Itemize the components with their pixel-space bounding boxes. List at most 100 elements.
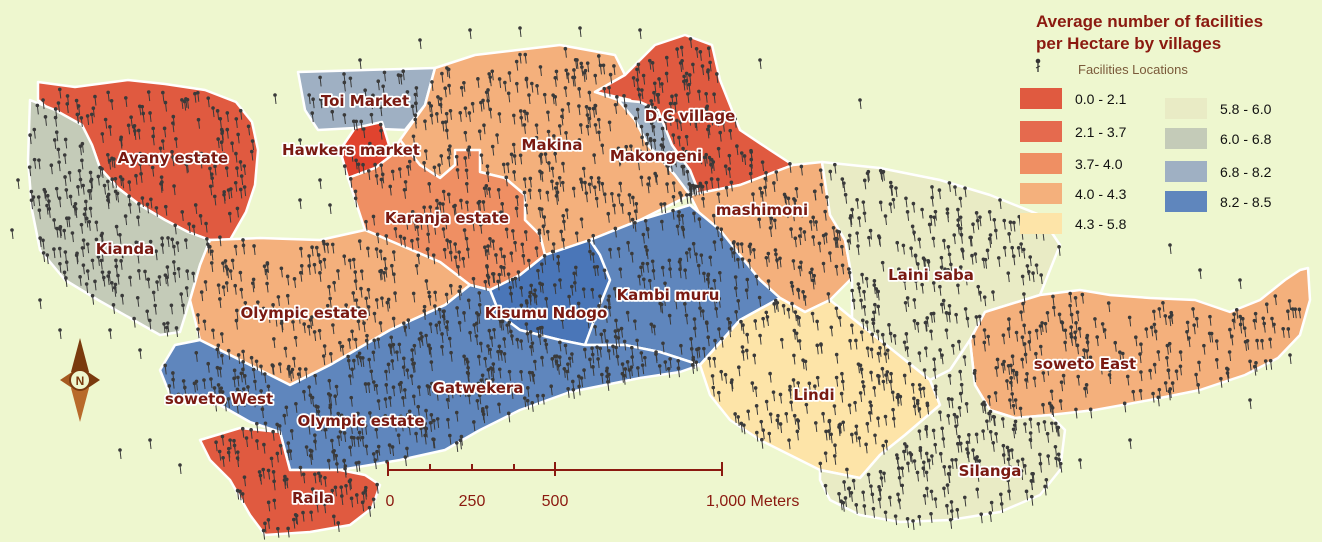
facility-point xyxy=(89,179,93,191)
facility-point xyxy=(461,256,466,268)
facility-point xyxy=(162,322,166,333)
facility-point xyxy=(139,172,143,183)
facility-point xyxy=(749,163,753,175)
facility-point xyxy=(528,294,532,306)
facility-point xyxy=(772,181,776,192)
facility-point xyxy=(518,109,523,121)
facility-point xyxy=(160,243,165,254)
facility-point xyxy=(410,238,414,250)
facility-point xyxy=(634,201,639,213)
facility-point xyxy=(249,149,254,161)
facility-point xyxy=(318,75,322,87)
facility-point xyxy=(63,250,68,262)
facility-point xyxy=(220,131,224,143)
facility-point xyxy=(763,185,767,197)
facility-point xyxy=(369,112,374,124)
facility-point xyxy=(640,135,644,147)
facility-point xyxy=(80,246,85,257)
facility-point xyxy=(713,114,718,126)
facility-point xyxy=(476,77,480,88)
facility-point xyxy=(812,189,817,201)
label-olympic-estate-north: Olympic estate xyxy=(240,304,367,322)
facility-point xyxy=(571,75,575,87)
facility-point xyxy=(550,166,555,178)
facility-point xyxy=(491,239,495,251)
facility-point xyxy=(243,300,248,312)
facility-point xyxy=(622,93,626,105)
facility-point xyxy=(587,90,592,102)
facility-point xyxy=(706,69,710,81)
facility-point xyxy=(482,123,486,135)
facility-point xyxy=(453,255,458,267)
facility-point xyxy=(664,71,669,83)
facility-point xyxy=(831,226,836,237)
facility-point xyxy=(123,96,128,107)
facility-point xyxy=(208,184,213,196)
facility-point xyxy=(110,177,115,189)
facility-point xyxy=(502,254,506,266)
facility-point xyxy=(719,227,724,239)
facility-point xyxy=(709,177,714,189)
facility-point xyxy=(823,209,827,221)
label-lindi: Lindi xyxy=(793,386,834,404)
facility-point xyxy=(504,227,509,239)
facility-point xyxy=(657,77,661,88)
facility-point xyxy=(652,81,657,93)
facility-point xyxy=(463,130,468,142)
facility-point xyxy=(435,198,439,210)
facility-point xyxy=(76,104,81,116)
facility-point xyxy=(534,123,539,135)
facility-point xyxy=(834,236,838,248)
facility-point xyxy=(138,162,142,174)
facility-point xyxy=(398,234,403,246)
facility-point xyxy=(250,139,255,151)
facility-point xyxy=(445,66,449,78)
facility-point xyxy=(638,149,642,161)
facility-point xyxy=(136,252,140,264)
facility-point xyxy=(509,152,514,164)
facility-point xyxy=(331,323,335,335)
facility-point xyxy=(45,253,50,265)
facility-point xyxy=(218,297,222,309)
facility-point xyxy=(137,268,141,280)
label-karanja-estate: Karanja estate xyxy=(385,209,509,227)
legend-swatch-1 xyxy=(1020,88,1062,109)
facility-point xyxy=(100,270,105,282)
facility-point xyxy=(379,268,384,280)
facility-point xyxy=(43,115,48,126)
facility-point xyxy=(590,287,595,299)
label-silanga: Silanga xyxy=(959,462,1022,480)
facility-point xyxy=(170,237,175,249)
facility-point xyxy=(716,192,721,204)
facility-point xyxy=(488,107,493,119)
facility-point xyxy=(579,177,583,189)
facility-point xyxy=(123,214,128,226)
facility-point xyxy=(607,85,611,97)
facility-point xyxy=(193,203,198,215)
facility-point xyxy=(522,109,527,121)
facility-point xyxy=(443,120,448,132)
facility-point xyxy=(506,91,511,103)
facility-point xyxy=(545,190,550,202)
facility-point xyxy=(497,112,502,123)
facility-point xyxy=(411,134,416,146)
facility-point xyxy=(766,251,771,263)
legend-swatch-7 xyxy=(1165,128,1207,149)
facility-point xyxy=(668,115,672,126)
facility-point xyxy=(444,111,449,123)
label-dc-village: D.C village xyxy=(645,107,736,125)
facility-point xyxy=(106,152,110,164)
facility-point xyxy=(382,257,387,268)
facility-point xyxy=(310,111,315,123)
facility-point xyxy=(653,171,657,183)
facility-point xyxy=(106,179,110,191)
facility-point xyxy=(235,308,239,320)
facility-point xyxy=(500,202,505,213)
facility-point xyxy=(783,195,788,206)
facility-point xyxy=(760,160,765,172)
facility-point xyxy=(187,222,191,234)
facility-point xyxy=(148,239,153,251)
facility-point xyxy=(196,327,200,339)
facility-point xyxy=(342,254,347,266)
facility-point xyxy=(354,298,359,310)
